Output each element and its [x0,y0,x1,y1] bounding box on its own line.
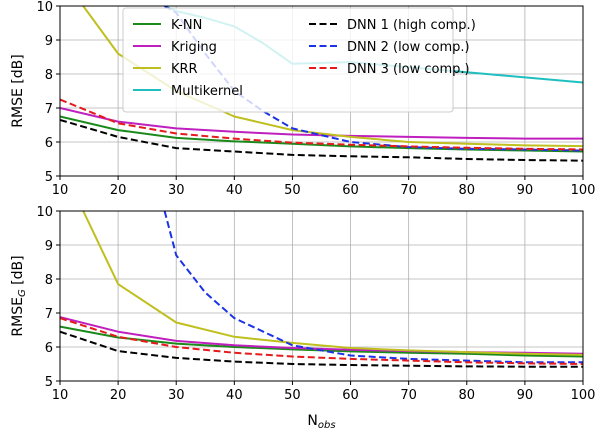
x-tick-label: 40 [226,183,243,198]
legend-label-krr: KRR [171,62,198,77]
y-tick-label: 8 [45,273,53,288]
y-tick-label: 7 [45,307,53,322]
legend-box [122,7,454,113]
x-tick-label: 20 [110,183,127,198]
x-axis-label: Nobs [307,413,335,431]
axis-ticks: 10 20 30 40 50 60 70 80 90 100 5 6 7 8 9 10 [36,0,595,198]
axis-ticks: 10 20 30 40 50 60 70 80 90 100 5 6 7 8 9 10 [36,205,595,403]
legend-label-k-nn: K-NN [171,18,202,33]
x-tick-label: 20 [110,388,127,403]
legend: K-NN Kriging KRR Multikernel DNN 1 (high com… [122,7,476,113]
x-axis-label-subscript: obs [318,420,336,431]
y-tick-label: 9 [45,239,53,254]
x-tick-label: 90 [517,183,534,198]
x-tick-label: 80 [459,388,476,403]
series-lines [60,211,583,368]
y-tick-label: 9 [45,34,53,49]
legend-label-dnn-3-low-comp: DNN 3 (low comp.) [347,62,470,77]
panel-rmse: 10 20 30 40 50 60 70 80 90 100 5 6 7 8 9 10 RMSE [dB] K… [10,0,595,198]
x-tick-label: 60 [342,388,359,403]
y-tick-label: 6 [45,136,53,151]
y-tick-label: 10 [36,0,53,15]
x-tick-label: 60 [342,183,359,198]
y-axis-label: RMSEG [dB] [10,255,28,336]
y-tick-label: 5 [45,170,53,185]
x-tick-label: 10 [52,388,69,403]
legend-label-kriging: Kriging [171,40,217,55]
x-tick-label: 90 [517,388,534,403]
y-tick-label: 8 [45,68,53,83]
x-tick-label: 50 [284,388,301,403]
x-tick-label: 70 [400,388,417,403]
x-tick-label: 30 [168,183,185,198]
x-tick-label: 10 [52,183,69,198]
x-tick-label: 70 [400,183,417,198]
plot-frame [59,210,584,382]
plot-frame [59,5,584,177]
series-line-dnn-1-high-comp [60,330,583,368]
legend-label-multikernel: Multikernel [171,84,243,99]
x-axis-label-main: N [307,413,317,429]
y-axis-label-unit: [dB] [10,255,26,289]
legend-label-dnn-1-high-comp: DNN 1 (high comp.) [347,18,476,33]
y-tick-label: 7 [45,102,53,117]
y-tick-label: 10 [36,205,53,220]
y-axis-label-subscript: G [17,289,28,297]
series-line-kriging [60,107,583,140]
legend-label-dnn-2-low-comp: DNN 2 (low comp.) [347,40,470,55]
y-axis-label-main: RMSE [dB] [10,54,26,127]
y-axis-label: RMSE [dB] [10,54,26,127]
y-tick-label: 6 [45,341,53,356]
series-line-krr [82,211,583,356]
x-tick-label: 50 [284,183,301,198]
x-tick-label: 100 [571,183,596,198]
x-tick-label: 80 [459,183,476,198]
x-tick-label: 30 [168,388,185,403]
y-axis-label-main: RMSE [10,297,26,337]
x-tick-label: 40 [226,388,243,403]
series-line-dnn-3-low-comp [60,98,583,151]
series-line-dnn-1-high-comp [60,118,583,162]
series-line-k-nn [60,115,583,153]
x-tick-label: 100 [571,388,596,403]
series-line-dnn-2-low-comp [163,211,583,364]
series-line-dnn-3-low-comp [60,317,583,365]
y-tick-label: 5 [45,375,53,390]
